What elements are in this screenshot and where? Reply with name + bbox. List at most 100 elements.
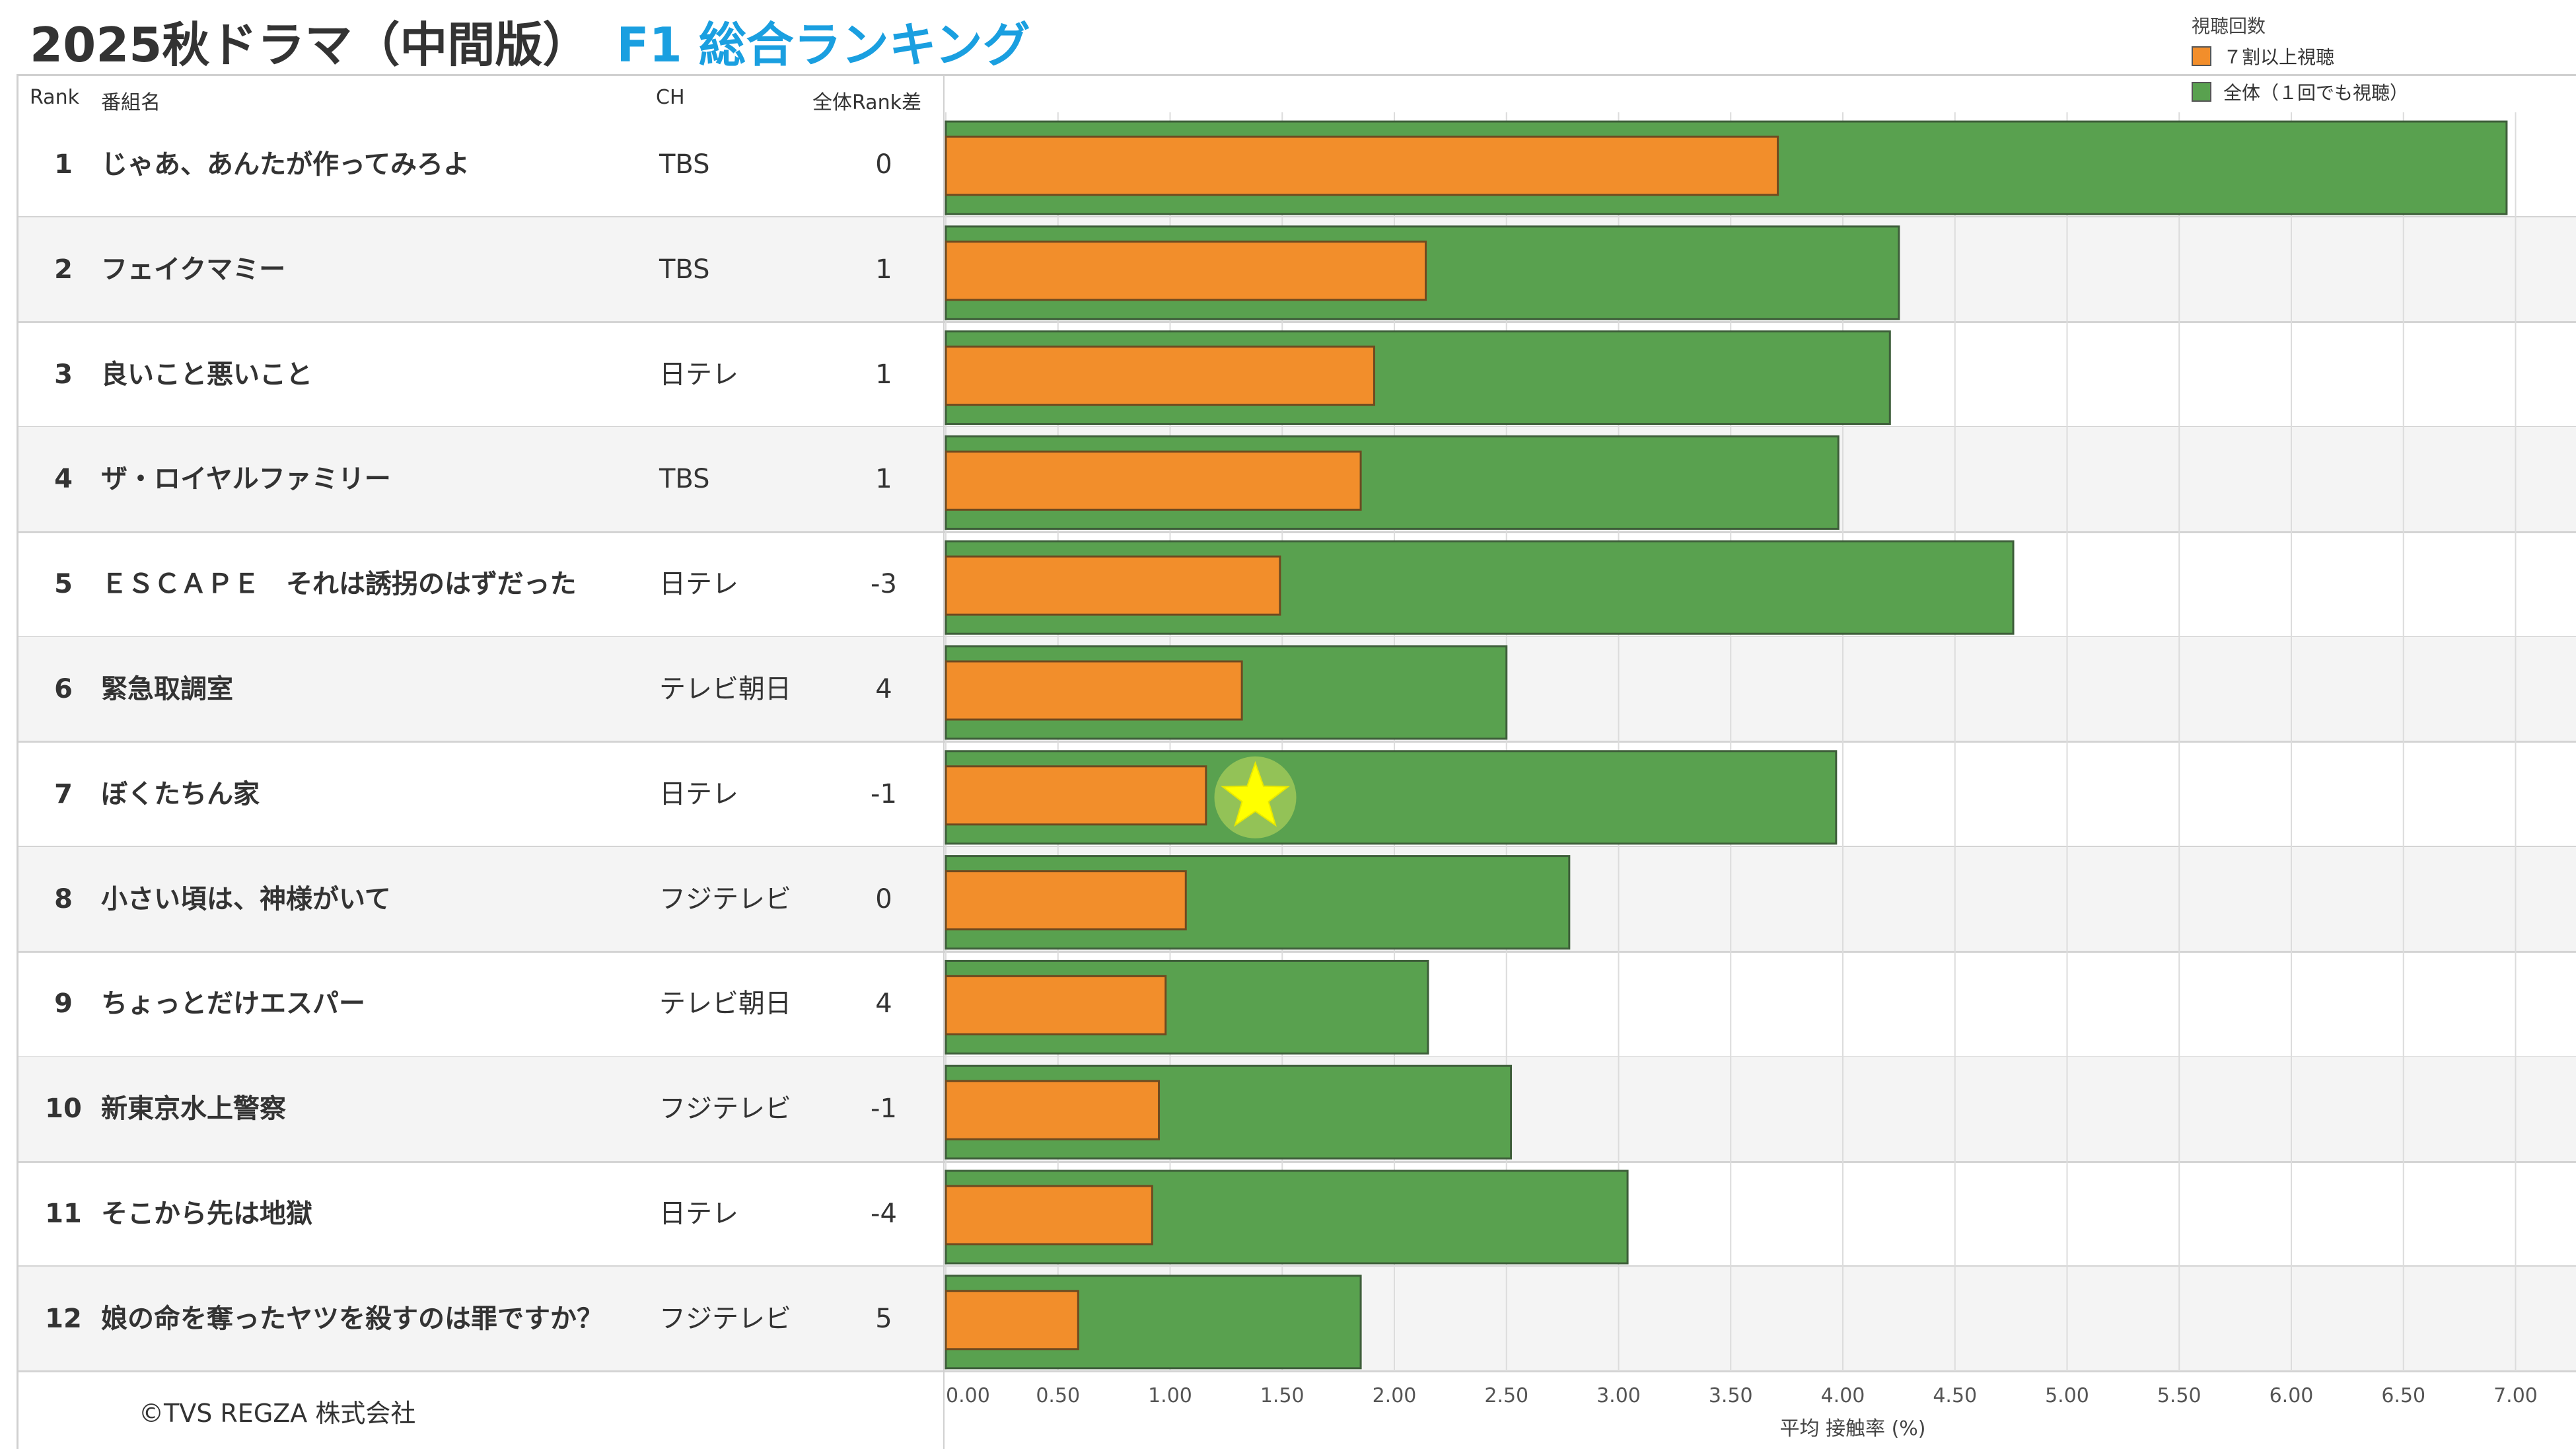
- bar-70pct: [945, 135, 1779, 196]
- table-row[interactable]: 11 そこから先は地獄 日テレ -4: [18, 1162, 2576, 1266]
- title-cell: 娘の命を奪ったヤツを殺すのは罪ですか？: [101, 1303, 603, 1334]
- x-tick-label: 6.50: [2381, 1384, 2425, 1407]
- channel-cell: フジテレビ: [659, 1094, 791, 1125]
- row-divider: [18, 1160, 2576, 1163]
- bar-70pct: [945, 555, 1281, 616]
- title-cell: 良いこと悪いこと: [101, 359, 312, 390]
- chart-legend: 視聴回数 ７割以上視聴 全体（１回でも視聴）: [2192, 12, 2408, 110]
- legend-swatch-green: [2192, 82, 2211, 102]
- rank-diff-cell: 1: [875, 464, 892, 495]
- x-tick-label: 3.50: [1709, 1384, 1753, 1407]
- row-divider: [18, 741, 2576, 743]
- x-tick-label: 2.50: [1484, 1384, 1528, 1407]
- column-header-name: 番組名: [101, 91, 161, 114]
- title-cell: ＥＳＣＡＰＥ それは誘拐のはずだった: [101, 569, 577, 600]
- page-title: 2025秋ドラマ（中間版） F1 総合ランキング: [30, 12, 1030, 78]
- row-divider: [18, 950, 2576, 953]
- rank-cell: 12: [45, 1303, 82, 1334]
- channel-cell: 日テレ: [659, 1199, 738, 1229]
- legend-title: 視聴回数: [2192, 15, 2266, 37]
- x-tick-label: 1.50: [1260, 1384, 1305, 1407]
- title-cell: ザ・ロイヤルファミリー: [101, 464, 391, 495]
- rank-diff-cell: -1: [871, 778, 897, 809]
- rank-diff-cell: 4: [875, 988, 892, 1020]
- table-row[interactable]: 9 ちょっとだけエスパー テレビ朝日 4: [18, 951, 2576, 1056]
- x-tick-label: 4.50: [1933, 1384, 1977, 1407]
- x-tick-label: 0.00: [946, 1384, 990, 1407]
- table-row[interactable]: 1 じゃあ、あんたが作ってみろよ TBS 0: [18, 112, 2576, 217]
- rank-cell: 3: [54, 359, 73, 390]
- row-divider: [18, 321, 2576, 324]
- x-tick-label: 0.50: [1036, 1384, 1080, 1407]
- channel-cell: TBS: [659, 149, 710, 180]
- bar-70pct: [945, 870, 1187, 931]
- row-divider: [18, 1370, 2576, 1373]
- title-cell: 小さい頃は、神様がいて: [101, 883, 391, 914]
- x-tick-label: 2.00: [1373, 1384, 1417, 1407]
- rank-cell: 2: [54, 254, 73, 285]
- x-tick-label: 7.00: [2493, 1384, 2538, 1407]
- title-cell: フェイクマミー: [101, 254, 286, 285]
- legend-swatch-orange: [2192, 46, 2211, 66]
- rank-cell: 4: [54, 464, 73, 495]
- x-tick-label: 5.00: [2045, 1384, 2089, 1407]
- bar-70pct: [945, 1290, 1079, 1351]
- x-tick-label: 5.50: [2157, 1384, 2201, 1407]
- rank-diff-cell: 0: [875, 149, 892, 180]
- rank-cell: 8: [54, 883, 73, 914]
- rank-diff-cell: 4: [875, 674, 892, 704]
- column-header-ch: CH: [656, 86, 685, 109]
- legend-label: ７割以上視聴: [2223, 46, 2335, 68]
- column-header-rank: Rank: [30, 86, 79, 109]
- channel-cell: テレビ朝日: [659, 988, 791, 1020]
- legend-label: 全体（１回でも視聴）: [2223, 82, 2409, 104]
- title-cell: ちょっとだけエスパー: [101, 988, 365, 1020]
- legend-item-70pct[interactable]: ７割以上視聴: [2192, 38, 2408, 74]
- rank-diff-cell: 1: [875, 254, 892, 285]
- row-divider: [18, 531, 2576, 533]
- rank-diff-cell: 0: [875, 883, 892, 914]
- rank-cell: 1: [54, 149, 73, 180]
- rank-diff-cell: 1: [875, 359, 892, 390]
- title-cell: そこから先は地獄: [101, 1199, 312, 1229]
- x-tick-label: 1.00: [1148, 1384, 1192, 1407]
- rank-diff-cell: -3: [871, 569, 897, 600]
- table-row[interactable]: 7 ぼくたちん家 日テレ -1: [18, 742, 2576, 846]
- legend-item-total[interactable]: 全体（１回でも視聴）: [2192, 74, 2408, 110]
- title-main: 2025秋ドラマ（中間版）: [30, 17, 590, 73]
- rank-cell: 10: [45, 1094, 82, 1125]
- table-row[interactable]: 3 良いこと悪いこと 日テレ 1: [18, 322, 2576, 427]
- x-axis-label: 平均 接触率 (%): [1780, 1417, 1926, 1440]
- rank-diff-cell: -1: [871, 1094, 897, 1125]
- x-tick-label: 3.00: [1596, 1384, 1641, 1407]
- channel-cell: TBS: [659, 464, 710, 495]
- bar-70pct: [945, 450, 1362, 511]
- title-accent: F1 総合ランキング: [616, 17, 1030, 73]
- rank-diff-cell: 5: [875, 1303, 892, 1334]
- rank-cell: 7: [54, 778, 73, 809]
- channel-cell: TBS: [659, 254, 710, 285]
- bar-70pct: [945, 765, 1207, 826]
- star-icon: [1221, 761, 1290, 827]
- rank-cell: 6: [54, 674, 73, 704]
- bar-70pct: [945, 346, 1375, 406]
- rank-cell: 5: [54, 569, 73, 600]
- rank-diff-cell: -4: [871, 1199, 897, 1229]
- channel-cell: テレビ朝日: [659, 674, 791, 704]
- channel-cell: 日テレ: [659, 778, 738, 809]
- channel-cell: 日テレ: [659, 359, 738, 390]
- table-frame: [17, 74, 2576, 1449]
- column-header-rank-diff: 全体Rank差: [812, 91, 921, 114]
- channel-cell: フジテレビ: [659, 1303, 791, 1334]
- title-cell: 緊急取調室: [101, 674, 233, 704]
- x-tick-label: 6.00: [2270, 1384, 2314, 1407]
- rank-cell: 11: [45, 1199, 82, 1229]
- table-row[interactable]: 5 ＥＳＣＡＰＥ それは誘拐のはずだった 日テレ -3: [18, 532, 2576, 636]
- channel-cell: 日テレ: [659, 569, 738, 600]
- rank-cell: 9: [54, 988, 73, 1020]
- title-cell: 新東京水上警察: [101, 1094, 286, 1125]
- bar-70pct: [945, 975, 1167, 1035]
- bar-70pct: [945, 1080, 1161, 1140]
- bar-70pct: [945, 1185, 1153, 1245]
